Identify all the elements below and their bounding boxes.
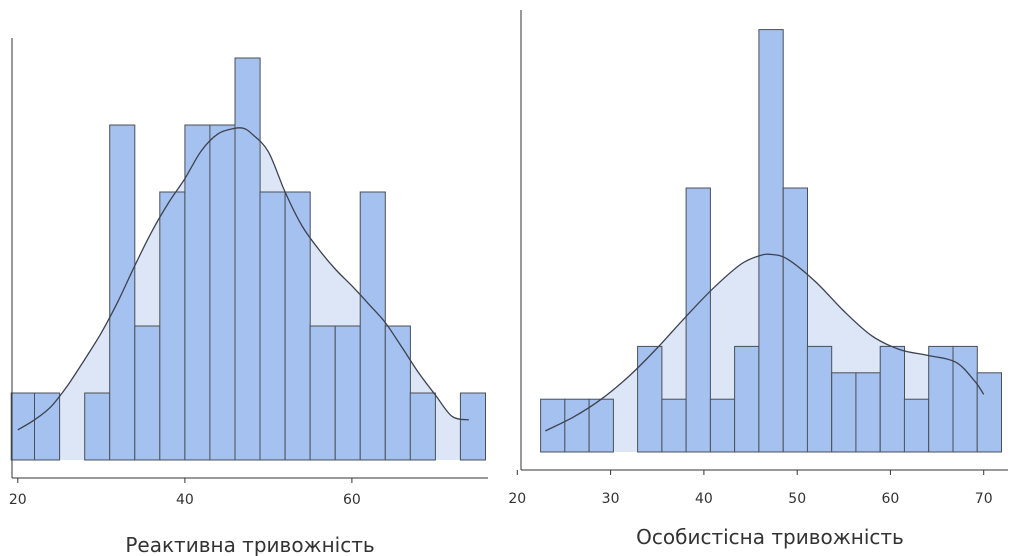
left-histogram-bar-12 <box>309 325 336 461</box>
left-histogram-bar-3 <box>84 392 111 461</box>
right-histogram-bar-2 <box>588 398 614 453</box>
right-histogram-bar-14 <box>879 345 906 453</box>
right-histogram-bar-12 <box>831 372 857 453</box>
right-histogram-bar-11 <box>806 345 833 453</box>
right-histogram: 20 30 40 50 60 70 Особистісна тривожність <box>508 10 1008 549</box>
right-histogram-bar-7 <box>709 398 736 453</box>
right-histogram-bar-6 <box>685 187 711 453</box>
right-histogram-bar-17 <box>952 345 978 453</box>
right-histogram-bar-4 <box>637 345 663 453</box>
left-x-axis-title: Реактивна тривожність <box>125 533 374 556</box>
right-x-tick-label: 20 <box>508 491 526 507</box>
right-histogram-bar-5 <box>661 398 687 453</box>
left-bars <box>10 57 486 461</box>
left-histogram-bar-16 <box>409 392 436 461</box>
right-histogram-bar-18 <box>976 372 1003 453</box>
left-histogram-bar-13 <box>334 325 361 461</box>
right-histogram-bar-10 <box>782 187 809 453</box>
left-histogram-bar-11 <box>284 191 311 461</box>
right-x-ticks: 20 30 40 50 60 70 <box>508 470 993 507</box>
right-kde-line-layer <box>545 253 985 432</box>
right-x-tick-label: 60 <box>881 491 899 507</box>
right-x-tick-label: 40 <box>695 491 713 507</box>
left-x-tick-label: 20 <box>9 492 27 508</box>
right-x-tick-label: 30 <box>602 491 620 507</box>
left-histogram: 20 40 60 Реактивна тривожність <box>9 38 488 556</box>
right-x-tick-label: 50 <box>788 491 806 507</box>
right-histogram-bar-15 <box>903 398 930 453</box>
right-histogram-bar-1 <box>564 398 590 453</box>
left-histogram-bar-10 <box>259 191 286 461</box>
left-histogram-bar-5 <box>134 325 161 461</box>
left-x-ticks: 20 40 60 <box>9 478 361 508</box>
left-histogram-bar-15 <box>384 325 411 461</box>
left-histogram-bar-6 <box>159 191 186 461</box>
right-histogram-bar-16 <box>928 345 954 453</box>
left-x-tick-label: 60 <box>343 492 361 508</box>
right-histogram-bar-9 <box>758 29 784 453</box>
left-density-line <box>17 127 469 431</box>
left-histogram-bar-9 <box>234 57 261 461</box>
right-x-tick-label: 70 <box>975 491 993 507</box>
right-x-axis-title: Особистісна тривожність <box>636 525 904 549</box>
right-histogram-bar-0 <box>540 398 566 453</box>
left-histogram-bar-1 <box>34 392 61 461</box>
right-density-line <box>545 253 985 432</box>
left-histogram-bar-18 <box>459 392 486 461</box>
left-histogram-bar-8 <box>209 124 236 461</box>
right-histogram-bar-8 <box>734 345 760 453</box>
left-histogram-bar-4 <box>109 124 136 461</box>
left-x-tick-label: 40 <box>176 492 194 508</box>
right-histogram-bar-13 <box>855 372 881 453</box>
right-bars <box>540 29 1003 453</box>
left-histogram-bar-14 <box>359 191 386 461</box>
left-kde-line-layer <box>17 127 469 431</box>
left-histogram-bar-7 <box>184 124 211 461</box>
